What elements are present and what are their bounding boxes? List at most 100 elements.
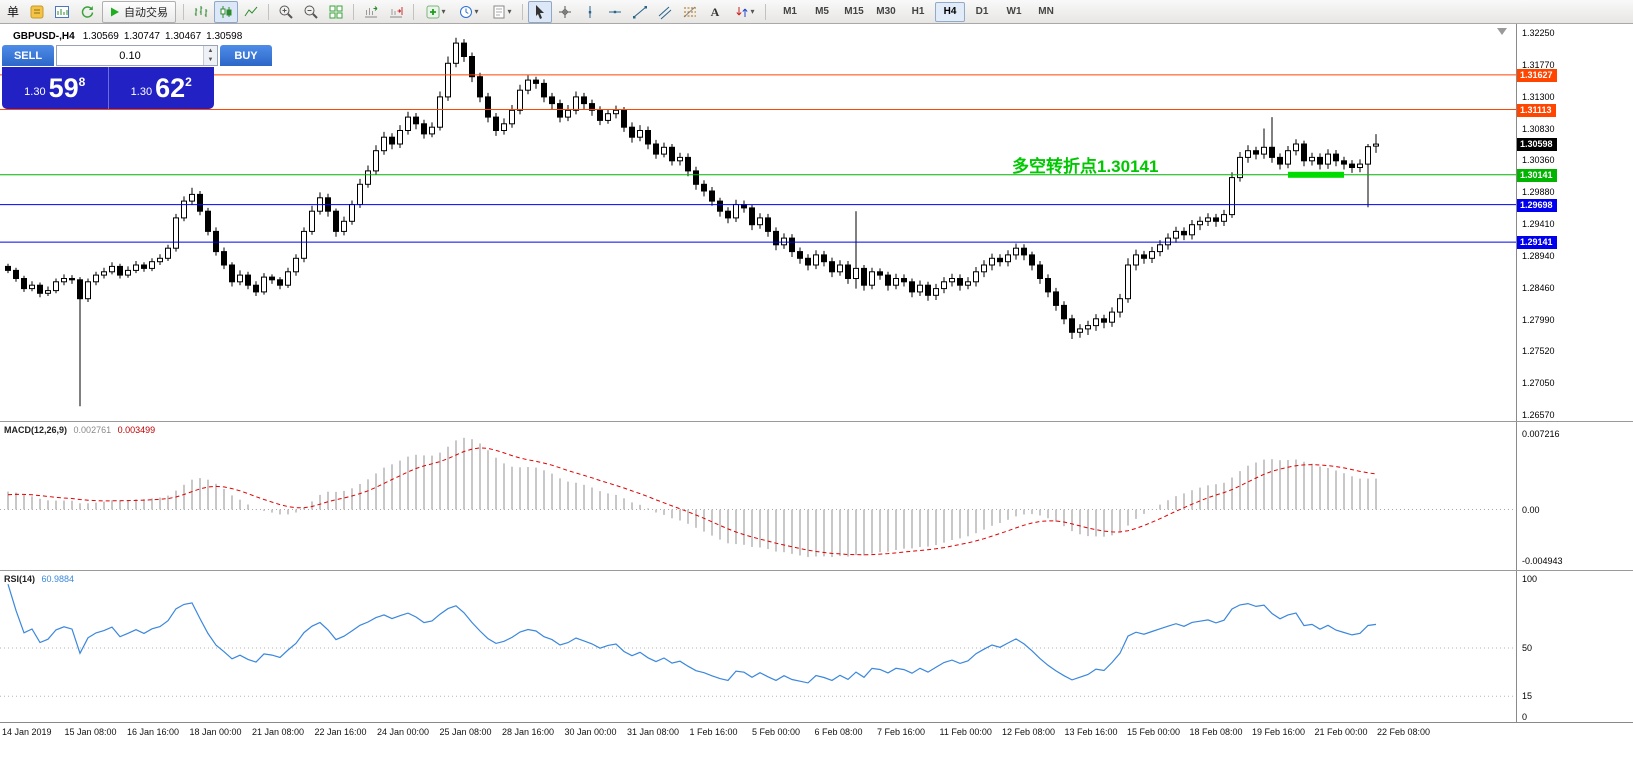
timeframe-d1-button[interactable]: D1 [975, 6, 989, 17]
zoom-in-button[interactable] [274, 1, 298, 23]
candle [557, 99, 563, 123]
candle [661, 142, 667, 158]
bar-chart-mode-button[interactable] [189, 1, 213, 23]
time-axis-label: 1 Feb 16:00 [689, 727, 738, 737]
candlestick-mode-button[interactable] [214, 0, 239, 23]
time-axis-label: 22 Jan 16:00 [314, 727, 367, 737]
timeframe-m5-button[interactable]: M5 [815, 6, 829, 17]
highlight-segment[interactable] [1288, 171, 1344, 178]
rsi-name: RSI(14) [4, 574, 36, 584]
axis-label: 0.00 [1522, 504, 1540, 515]
price-tag: 1.31627 [1517, 68, 1557, 82]
vertical-line-tool-button[interactable] [578, 1, 602, 23]
axis-label: 1.32250 [1522, 28, 1555, 38]
buy-button[interactable]: BUY [220, 45, 272, 66]
fibonacci-tool-button[interactable] [678, 1, 702, 23]
cursor-tool-button[interactable] [528, 0, 553, 23]
axis-label: -0.004943 [1522, 556, 1563, 567]
candle [717, 197, 723, 217]
current-price-tag: 1.30598 [1517, 138, 1557, 152]
time-axis[interactable]: 14 Jan 2019 15 Jan 08:00 16 Jan 16:00 18 Ja… [0, 722, 1633, 771]
candle [493, 113, 499, 136]
crosshair-tool-button[interactable] [553, 1, 577, 23]
time-axis-label: 18 Feb 08:00 [1189, 727, 1243, 737]
line-chart-mode-button[interactable] [239, 1, 263, 23]
timeframe-m1-button[interactable]: M1 [783, 6, 797, 17]
horizontal-line-tool-button[interactable] [603, 1, 627, 23]
axis-label: 1.28940 [1522, 250, 1555, 261]
chart-annotation[interactable]: 多空转折点1.30141 [1012, 157, 1159, 176]
candle [13, 267, 19, 282]
chart-window-button[interactable] [50, 1, 74, 23]
macd-axis[interactable]: 0.007216 0.00 -0.004943 [1516, 422, 1633, 570]
periods-button[interactable]: ▾ [452, 1, 484, 23]
dropdown-caret-icon: ▾ [474, 7, 479, 16]
candle [589, 99, 595, 116]
axis-label: 100 [1522, 574, 1538, 584]
panel-splitter[interactable] [0, 421, 1633, 422]
rsi-plot[interactable]: RSI(14) 60.9884 [0, 571, 1516, 722]
chart-shift-button[interactable] [384, 1, 408, 23]
templates-button[interactable]: ▾ [485, 1, 517, 23]
buy-price[interactable]: 1.30 62 2 [107, 67, 215, 109]
price-chart-plot[interactable]: GBPUSD-,H4 1.30569 1.30747 1.30467 1.30598 S… [0, 24, 1516, 421]
volume-input[interactable] [57, 46, 203, 65]
candle [1293, 139, 1299, 156]
candle [477, 72, 483, 103]
candle [917, 280, 923, 296]
indicators-button[interactable]: ▾ [419, 1, 451, 23]
arrows-tool-button[interactable]: ▾ [728, 1, 760, 23]
candle [317, 192, 323, 215]
rsi-line [7, 584, 1377, 684]
candle [381, 131, 387, 155]
zoom-out-button[interactable] [299, 1, 323, 23]
candle [549, 92, 555, 109]
timeframe-group: M1 M5 M15 M30 H1 H4 D1 W1 MN [775, 1, 1061, 22]
tile-windows-button[interactable] [324, 1, 348, 23]
refresh-button[interactable] [75, 1, 99, 23]
timeframe-h4-button[interactable]: H4 [935, 1, 966, 22]
candle [85, 278, 91, 302]
candle [149, 258, 155, 272]
rsi-axis[interactable]: 100 50 15 0 [1516, 571, 1633, 722]
time-axis-label: 7 Feb 16:00 [877, 727, 926, 737]
candle [37, 282, 43, 298]
candle [1125, 258, 1131, 303]
candle [365, 165, 371, 188]
candle [109, 262, 115, 275]
sell-button[interactable]: SELL [2, 45, 54, 66]
timeframe-m15-button[interactable]: M15 [844, 6, 864, 17]
volume-down-button[interactable]: ▼ [204, 55, 217, 65]
candle [685, 153, 691, 177]
toolbar-separator [353, 3, 355, 20]
new-order-button[interactable] [25, 1, 49, 23]
candle [93, 271, 99, 286]
sell-price[interactable]: 1.30 59 8 [2, 67, 108, 109]
trendline-tool-button[interactable] [628, 1, 652, 23]
panel-splitter[interactable] [0, 570, 1633, 571]
price-axis[interactable]: 1.32250 1.31770 1.31300 1.30830 1.30360 1.298… [1516, 24, 1633, 421]
timeframe-h1-button[interactable]: H1 [911, 6, 925, 17]
axis-label: 1.31300 [1522, 91, 1555, 102]
ohlc-high: 1.30747 [123, 31, 160, 42]
sell-price-sup: 8 [78, 75, 86, 89]
timeframe-w1-button[interactable]: W1 [1006, 6, 1022, 17]
auto-scroll-button[interactable] [359, 1, 383, 23]
channel-tool-button[interactable] [653, 1, 677, 23]
chart-title: GBPUSD-,H4 1.30569 1.30747 1.30467 1.30598 [13, 31, 247, 42]
chart-shift-marker-icon[interactable] [1497, 28, 1507, 35]
volume-up-button[interactable]: ▲ [204, 46, 217, 56]
text-tool-button[interactable]: A [703, 1, 727, 23]
candle [1093, 314, 1099, 331]
timeframe-mn-button[interactable]: MN [1038, 6, 1054, 17]
candle [1117, 293, 1123, 318]
macd-plot[interactable]: MACD(12,26,9) 0.002761 0.003499 [0, 422, 1516, 570]
buy-price-big: 62 [155, 72, 186, 103]
autotrading-button[interactable]: 自动交易 [102, 0, 177, 23]
candle [53, 278, 59, 294]
menu-label[interactable]: 单 [7, 5, 20, 19]
time-axis-label: 14 Jan 2019 [2, 727, 52, 737]
candle [5, 263, 11, 274]
candle [1229, 172, 1235, 218]
timeframe-m30-button[interactable]: M30 [876, 6, 896, 17]
